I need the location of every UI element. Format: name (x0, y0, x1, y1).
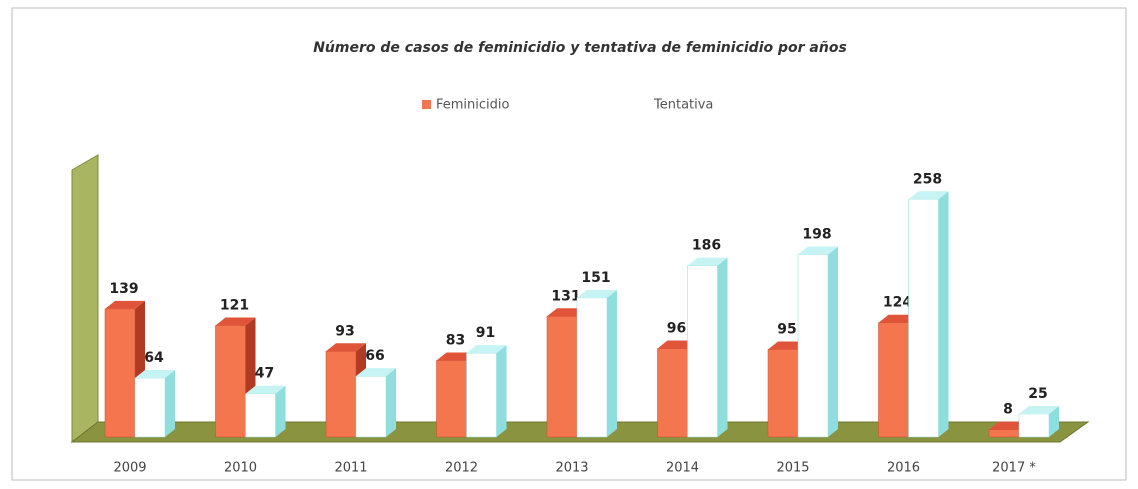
data-label: 8 (1003, 402, 1013, 418)
bar (687, 257, 728, 438)
data-label: 151 (581, 270, 610, 286)
bar (355, 368, 396, 438)
bar-side (165, 370, 175, 437)
bar-front (797, 254, 829, 438)
data-label: 47 (255, 366, 274, 382)
x-tick-label: 2014 (666, 461, 699, 476)
bar (466, 345, 507, 438)
data-label: 186 (692, 238, 721, 254)
data-label: 96 (667, 321, 686, 337)
bar-front (878, 322, 909, 438)
bar (797, 246, 838, 438)
data-label: 131 (551, 288, 580, 304)
bar-front (355, 375, 387, 438)
x-tick-label: 2012 (445, 461, 478, 476)
bar-side (275, 385, 286, 437)
legend-label: Tentativa (653, 98, 713, 113)
x-tick-label: 2010 (224, 461, 257, 476)
legend-swatch (640, 100, 649, 109)
bar-front (988, 429, 1020, 438)
bar (576, 289, 617, 438)
bar-top (908, 191, 949, 200)
bar-front (436, 360, 467, 438)
bar (134, 370, 175, 438)
bar-side (717, 257, 728, 437)
data-label: 198 (802, 227, 831, 243)
bar-front (104, 308, 136, 438)
bar-front (767, 349, 799, 438)
bar-top (1019, 405, 1059, 414)
bar-top (687, 257, 728, 266)
x-tick-label: 2017 * (992, 461, 1036, 476)
x-tick-label: 2013 (555, 461, 588, 476)
bar-top (466, 345, 507, 354)
data-label: 124 (883, 295, 912, 311)
bar-front (908, 199, 939, 438)
bar-front (687, 265, 718, 438)
bar-side (1049, 405, 1059, 437)
x-tick-label: 2015 (776, 461, 809, 476)
legend-swatch (422, 100, 431, 109)
bar-front (325, 351, 357, 438)
data-label: 91 (476, 325, 495, 341)
bar-front (245, 393, 276, 438)
bar-front (1018, 413, 1050, 438)
data-label: 25 (1028, 386, 1047, 402)
bar-top (245, 385, 286, 394)
bar-front (215, 325, 246, 438)
chart-title: Número de casos de feminicidio y tentati… (313, 40, 847, 56)
bar (908, 191, 949, 438)
bar-top (798, 246, 838, 255)
bar-top (215, 317, 256, 326)
bar-front (134, 377, 166, 438)
bar-side (386, 368, 396, 437)
bar-front (576, 297, 608, 438)
bar-front (466, 352, 497, 438)
data-label: 139 (109, 281, 138, 297)
data-label: 66 (365, 348, 384, 364)
bar-top (326, 343, 366, 352)
back-wall (71, 154, 99, 444)
bar-top (105, 300, 145, 309)
bar-side (828, 246, 838, 437)
bar-side (938, 191, 949, 437)
data-label: 83 (446, 333, 465, 349)
data-label: 121 (220, 298, 249, 314)
x-tick-label: 2016 (887, 461, 920, 476)
data-label: 258 (913, 171, 942, 187)
x-tick-label: 2011 (334, 461, 367, 476)
bar (245, 385, 286, 438)
bar-side (607, 289, 617, 437)
bar-side (496, 345, 507, 437)
data-label: 95 (777, 321, 796, 337)
bar (1018, 405, 1059, 438)
bar-top (135, 370, 175, 379)
bar-front (657, 348, 688, 438)
bar-top (356, 368, 396, 377)
data-label: 93 (335, 323, 354, 339)
legend-label: Feminicidio (436, 98, 510, 113)
bar-top (577, 289, 617, 298)
bar-front (546, 316, 578, 438)
x-tick-label: 2009 (113, 461, 146, 476)
data-label: 64 (144, 350, 164, 366)
